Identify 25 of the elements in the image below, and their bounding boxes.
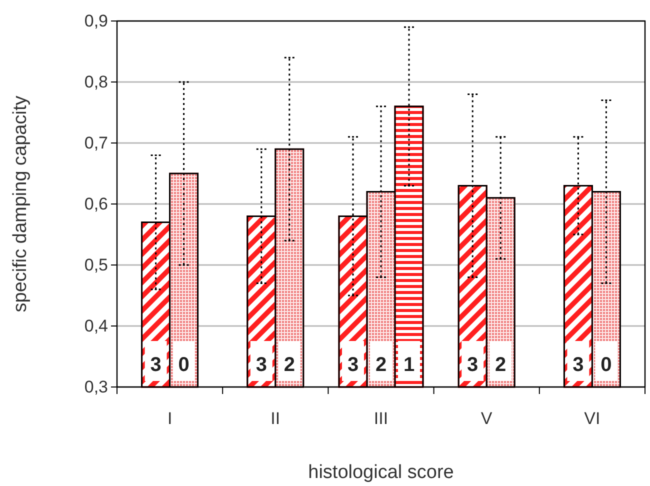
y-tick-label: 0,8: [84, 72, 108, 92]
x-tick-label: I: [167, 409, 172, 428]
annotation: 3: [572, 354, 584, 376]
y-tick-label: 0,6: [84, 194, 108, 214]
y-tick-label: 0,7: [84, 133, 108, 152]
x-tick-label: III: [374, 409, 388, 428]
annotation: 3: [347, 354, 359, 376]
y-tick-label: 0,5: [84, 255, 108, 274]
y-tick-label: 0,4: [84, 316, 108, 336]
annotation: 1: [403, 354, 415, 376]
x-tick-label: V: [480, 409, 493, 428]
annotation: 0: [600, 354, 612, 376]
annotation: 2: [284, 354, 295, 376]
y-tick-label: 0,9: [84, 11, 108, 30]
y-tick-label: 0,3: [84, 377, 108, 396]
annotation: 3: [150, 354, 162, 376]
annotation: 3: [256, 354, 267, 376]
annotation: 0: [178, 354, 190, 376]
x-tick-label: VI: [584, 409, 600, 428]
x-tick-label: II: [270, 409, 280, 428]
y-axis-title: specific damping capacity: [10, 95, 31, 312]
annotation: 3: [467, 354, 478, 376]
x-axis-title: histological score: [308, 462, 454, 483]
annotation: 2: [495, 354, 506, 376]
annotation: 2: [375, 354, 387, 376]
